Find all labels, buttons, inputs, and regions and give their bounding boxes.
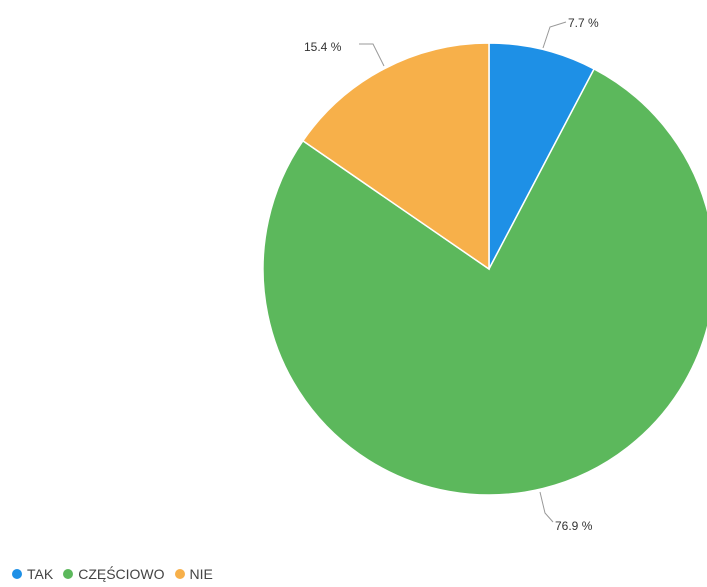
legend-marker-tak <box>12 569 22 579</box>
data-label-2: 15.4 % <box>304 40 342 54</box>
data-label-1: 76.9 % <box>555 519 593 533</box>
pie-slice-czesciowo[interactable] <box>262 67 707 496</box>
pie-slice-tak[interactable] <box>488 42 596 270</box>
leader-line-2 <box>359 43 385 67</box>
legend-item-czesciowo[interactable]: CZĘŚCIOWO <box>63 566 165 582</box>
legend-marker-czesciowo <box>63 569 74 579</box>
label-leaders <box>359 21 567 523</box>
leader-line-1 <box>539 491 554 523</box>
legend-marker-nie <box>174 569 185 579</box>
pie-slice-nie[interactable] <box>301 42 490 271</box>
legend-label-czesciowo: CZĘŚCIOWO <box>78 566 165 582</box>
legend-item-tak[interactable]: TAK <box>12 566 53 582</box>
pie-slices <box>262 42 707 496</box>
slice-labels: 7.7 % 76.9 % 15.4 % <box>304 16 599 533</box>
legend: TAK CZĘŚCIOWO NIE <box>12 566 213 582</box>
leader-line-0 <box>542 21 567 49</box>
legend-label-tak: TAK <box>27 566 54 582</box>
legend-item-nie[interactable]: NIE <box>174 566 213 582</box>
data-label-0: 7.7 % <box>568 16 599 30</box>
legend-label-nie: NIE <box>189 566 213 582</box>
